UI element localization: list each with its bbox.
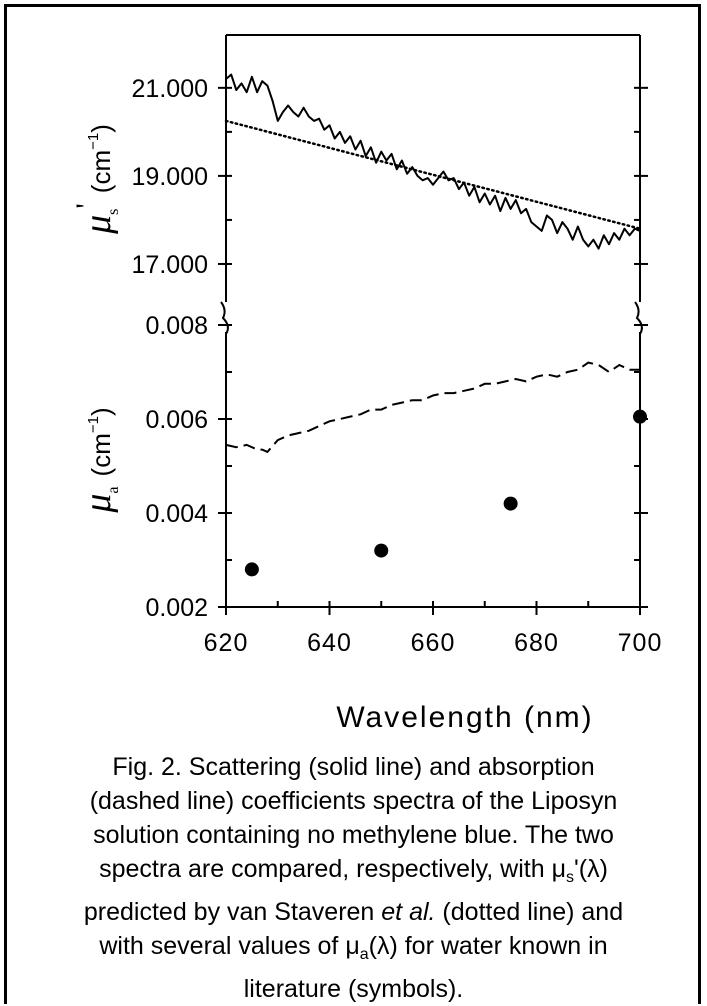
caption-et-al: et al.	[381, 898, 436, 926]
bottom-panel	[225, 361, 647, 577]
caption-line-2: (dashed line) coefficients spectra of th…	[89, 787, 618, 815]
caption-line-1: Fig. 2. Scattering (solid line) and abso…	[112, 753, 595, 781]
top-y-axis-label: μs' (cm−1)	[70, 124, 122, 235]
right-axis-break	[634, 301, 643, 335]
caption-line-3: solution containing no methylene blue. T…	[93, 821, 614, 849]
top-ylabel-exp: −1	[85, 133, 102, 150]
caption-line-7: literature (symbols).	[243, 975, 464, 1003]
left-axis-break	[220, 301, 229, 335]
top-ylabel-symbol: μ	[77, 215, 119, 235]
caption-line-5-text: predicted by van Staveren	[83, 898, 382, 926]
figure-frame	[4, 4, 701, 1004]
van-staveren-prediction-line	[224, 119, 642, 230]
bottom-ylabel-subscript: a	[105, 486, 122, 493]
caption-mu-s-subscript: s	[565, 869, 574, 886]
top-ylabel-unit: (cm	[86, 150, 116, 193]
top-ylabel-close: )	[86, 124, 116, 133]
water-literature-point	[503, 496, 518, 511]
absorption-spectrum-line	[225, 361, 640, 454]
caption-line-6: with several values of μa(λ) for water k…	[30, 929, 677, 972]
caption-line-5-end: (dotted line) and	[435, 898, 624, 926]
axes: 17.000 19.000 21.000 0.002 0.004 0.006 0.008 62…	[132, 34, 663, 657]
bottom-y-axis-label: μa (cm−1)	[77, 407, 122, 513]
top-y-tick-label: 19.000	[132, 163, 208, 191]
bottom-ylabel-symbol: μ	[77, 494, 119, 514]
caption-line-5: predicted by van Staveren et al. (dotted…	[30, 895, 677, 929]
bottom-y-tick-label: 0.002	[145, 594, 208, 622]
bottom-y-tick-label: 0.008	[145, 312, 208, 340]
figure-caption: Fig. 2. Scattering (solid line) and abso…	[30, 750, 677, 1006]
water-literature-point	[374, 543, 389, 558]
water-literature-point	[633, 409, 647, 424]
x-tick-label: 620	[204, 629, 249, 657]
bottom-ylabel-exp: −1	[85, 416, 102, 433]
bottom-y-tick-label: 0.006	[145, 406, 208, 434]
top-ylabel-prime: '	[70, 203, 103, 208]
top-y-tick-label: 21.000	[132, 75, 208, 103]
caption-line-4-end: '(λ)	[573, 855, 608, 883]
x-tick-label: 680	[514, 629, 559, 657]
caption-line-4-text: spectra are compared, respectively, with…	[99, 855, 566, 883]
caption-mu-a-subscript: a	[359, 946, 369, 963]
caption-line-4: spectra are compared, respectively, with…	[30, 852, 677, 895]
caption-line-6-text: with several values of μ	[99, 932, 360, 960]
water-literature-point	[244, 562, 259, 577]
caption-line-6-end: (λ) for water known in	[368, 932, 608, 960]
top-y-tick-label: 17.000	[132, 251, 208, 279]
chart: 17.000 19.000 21.000 0.002 0.004 0.006 0.008 62…	[70, 34, 663, 734]
bottom-ylabel-unit: (cm	[86, 433, 116, 476]
x-tick-label: 700	[618, 629, 663, 657]
scattering-spectrum-line	[225, 73, 641, 250]
bottom-y-tick-label: 0.004	[145, 500, 208, 528]
x-tick-label: 640	[307, 629, 352, 657]
x-tick-label: 660	[411, 629, 456, 657]
bottom-ylabel-close: )	[86, 407, 116, 416]
x-axis-title: Wavelength (nm)	[336, 701, 593, 734]
top-panel	[224, 73, 642, 250]
top-ylabel-subscript: s	[105, 209, 122, 215]
